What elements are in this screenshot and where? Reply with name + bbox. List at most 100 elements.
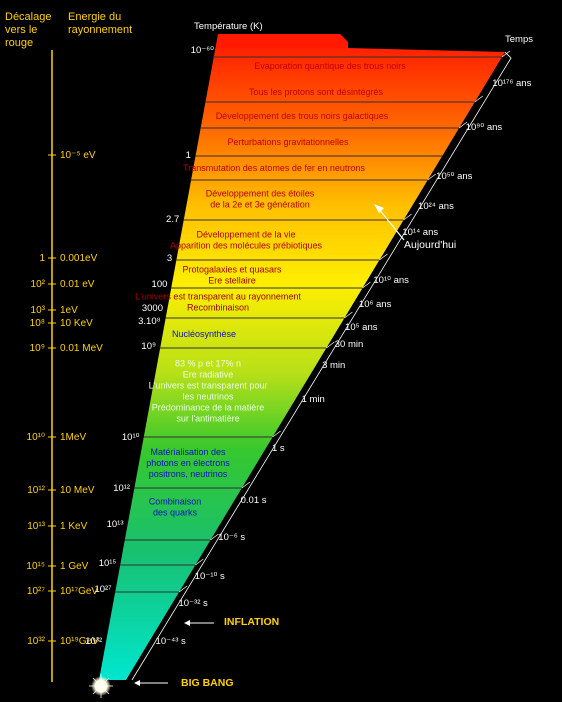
temperature-value: 1 bbox=[186, 150, 191, 161]
era-label: Matérialisation des bbox=[150, 447, 226, 457]
time-value: 1 min bbox=[302, 394, 325, 405]
energy-title-line-1: Energie du bbox=[68, 11, 121, 23]
energy-value: 1 GeV bbox=[60, 561, 89, 572]
temperature-value: 10¹⁵ bbox=[99, 558, 117, 569]
era-label: Développement des trous noirs galactique… bbox=[216, 111, 389, 121]
energy-value: 10⁻⁵ eV bbox=[60, 150, 96, 161]
era-labels: Evaporation quantique des trous noirs Tou… bbox=[135, 61, 406, 518]
axis-tickmarks bbox=[48, 154, 56, 642]
energy-value: 10¹⁹GeV bbox=[60, 636, 99, 647]
energy-value: 1MeV bbox=[60, 432, 86, 443]
time-value: 10²⁴ ans bbox=[418, 201, 454, 212]
era-label: Ere stellaire bbox=[208, 276, 256, 286]
era-label: Nucléosynthèse bbox=[172, 329, 236, 339]
time-step-line bbox=[272, 430, 281, 438]
redshift-value: 10¹² bbox=[27, 485, 45, 496]
timeline-funnel bbox=[99, 34, 505, 680]
temperature-value: 10⁹ bbox=[141, 341, 156, 352]
temperature-value: 3 bbox=[167, 253, 172, 264]
temperature-value: 2.7 bbox=[166, 214, 179, 225]
energy-value: 0.001eV bbox=[60, 253, 98, 264]
era-label: les neutrinos bbox=[182, 392, 234, 402]
time-value: 10⁻¹⁰ s bbox=[195, 571, 225, 582]
redshift-title-line-1: Décalage bbox=[5, 11, 51, 23]
time-step-line bbox=[195, 558, 204, 566]
redshift-value: 10²⁷ bbox=[27, 586, 45, 597]
time-step-line bbox=[474, 95, 484, 103]
redshift-value: 10¹³ bbox=[27, 521, 45, 532]
redshift-value: 10¹⁰ bbox=[27, 432, 45, 443]
time-step-line bbox=[344, 311, 353, 319]
energy-value: 10¹⁷GeV bbox=[60, 586, 98, 597]
time-value: 10¹⁷⁶ ans bbox=[492, 78, 531, 89]
time-value: 3 min bbox=[322, 360, 345, 371]
era-label: L'univers est transparent pour bbox=[149, 381, 268, 391]
redshift-value: 1 bbox=[39, 253, 45, 264]
era-label: photons en électrons bbox=[146, 458, 230, 468]
inflation-marker: INFLATION bbox=[184, 616, 279, 628]
temperature-value: 10¹³ bbox=[107, 519, 124, 530]
temperature-title: Température (K) bbox=[194, 21, 263, 32]
redshift-value: 10³² bbox=[27, 636, 45, 647]
today-marker: Aujourd'hui bbox=[374, 204, 456, 251]
era-label: Combinaison bbox=[149, 497, 202, 507]
energy-value: 1 KeV bbox=[60, 521, 88, 532]
time-title: Temps bbox=[505, 34, 533, 45]
era-label: sur l'antimatière bbox=[176, 414, 239, 424]
redshift-value: 10¹⁵ bbox=[26, 561, 45, 572]
today-label: Aujourd'hui bbox=[404, 239, 456, 251]
era-label: Développement de la vie bbox=[196, 230, 295, 240]
time-value: 30 min bbox=[335, 339, 364, 350]
inflation-arrow-icon bbox=[184, 620, 190, 626]
energy-value: 0.01 eV bbox=[60, 279, 95, 290]
era-label: Evaporation quantique des trous noirs bbox=[254, 61, 406, 71]
time-value: 10⁻⁴³ s bbox=[156, 636, 186, 647]
energy-value: 1eV bbox=[60, 305, 78, 316]
energy-value: 10 KeV bbox=[60, 318, 93, 329]
temperature-labels: 10⁻⁶⁰ 1 2.7 3 100 3000 3.10⁸ 10⁹ 10¹⁰ 10¹² 10¹³ 10¹… bbox=[85, 45, 214, 647]
time-value: 0.01 s bbox=[241, 495, 267, 506]
redshift-value: 10⁸ bbox=[30, 318, 45, 329]
era-label: Ere radiative bbox=[183, 370, 234, 380]
temperature-value: 3.10⁸ bbox=[138, 316, 161, 327]
energy-title-line-2: rayonnement bbox=[68, 24, 132, 36]
time-value: 10⁹⁰ ans bbox=[466, 122, 503, 133]
era-label: Transmutation des atomes de fer en neutr… bbox=[183, 163, 365, 173]
time-value: 10⁵ ans bbox=[345, 322, 378, 333]
time-value: 10¹⁴ ans bbox=[402, 227, 438, 238]
axis-labels: 10⁻⁵ eV 1 0.001eV 10² 0.01 eV 10³ 1eV 10⁸ 10 KeV… bbox=[26, 150, 103, 647]
big-bang-marker: BIG BANG bbox=[89, 674, 234, 698]
era-label: Perturbations gravitationnelles bbox=[227, 137, 349, 147]
temperature-value: 10¹⁰ bbox=[122, 432, 140, 443]
temperature-value: 3000 bbox=[142, 303, 163, 314]
era-label: L'univers est transparent au rayonnement bbox=[135, 292, 301, 302]
time-step-line bbox=[501, 50, 511, 58]
time-step-line bbox=[241, 481, 251, 489]
redshift-title-line-2: vers le bbox=[5, 24, 37, 36]
era-label: positrons, neutrinos bbox=[149, 469, 228, 479]
time-value: 10⁻³² s bbox=[178, 598, 208, 609]
time-step-line bbox=[362, 281, 371, 289]
time-value: 1 s bbox=[272, 443, 285, 454]
temperature-value: 10⁻⁶⁰ bbox=[191, 45, 214, 56]
era-label: de la 2e et 3e génération bbox=[210, 200, 310, 210]
timeline-top-tab bbox=[216, 34, 346, 48]
time-step-line bbox=[379, 253, 388, 261]
big-bang-label: BIG BANG bbox=[181, 677, 234, 689]
time-value: 10⁵⁰ ans bbox=[436, 171, 473, 182]
time-step-line bbox=[458, 121, 468, 129]
temperature-value: 100 bbox=[152, 279, 168, 290]
era-label: Tous les protons sont désintégrés bbox=[249, 87, 384, 97]
temperature-value: 10²⁷ bbox=[94, 584, 112, 595]
time-step-line bbox=[427, 173, 436, 181]
era-label: Apparition des molécules prébiotiques bbox=[170, 241, 323, 251]
time-step-line bbox=[178, 585, 188, 593]
temperature-value: 10³² bbox=[85, 636, 102, 647]
time-value: 10¹⁰ ans bbox=[373, 275, 409, 286]
today-arrow-line bbox=[377, 207, 405, 241]
era-label: des quarks bbox=[153, 508, 198, 518]
era-label: Protogalaxies et quasars bbox=[182, 265, 282, 275]
time-step-line bbox=[403, 213, 412, 221]
